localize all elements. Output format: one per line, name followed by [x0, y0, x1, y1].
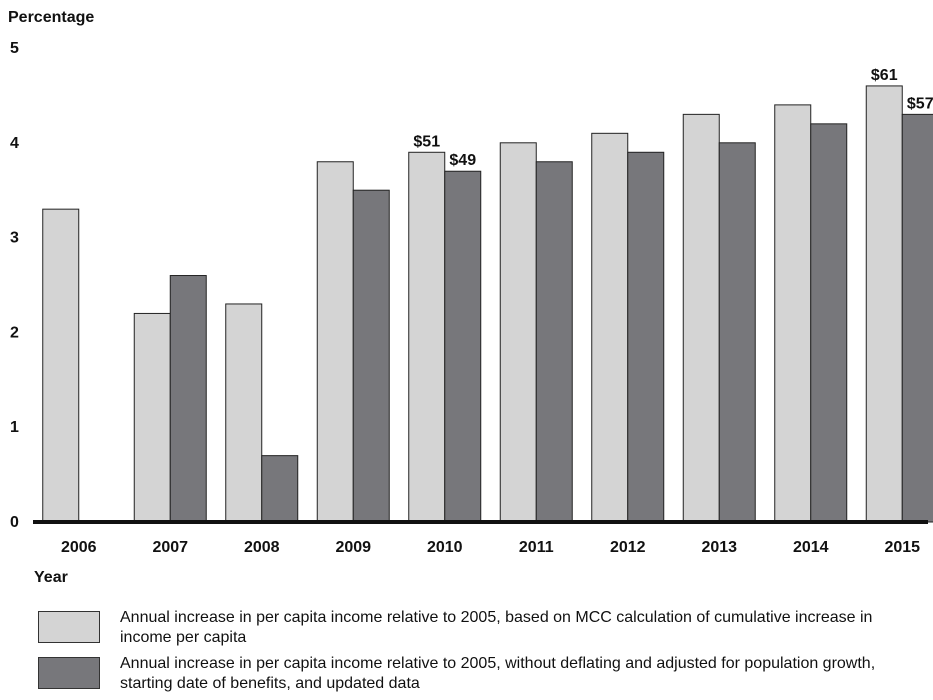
x-tick-label: 2015: [884, 539, 920, 556]
annotation-label: $49: [449, 152, 476, 169]
annotation-label: $61: [871, 67, 898, 84]
bar-2013-series-1: [682, 113, 720, 523]
annotation-label: $51: [413, 133, 440, 150]
x-tick-label: 2006: [61, 539, 97, 556]
x-tick-label: 2013: [701, 539, 737, 556]
x-tick-label: 2009: [335, 539, 371, 556]
x-axis-line: [33, 520, 928, 524]
bar-2012-series-1: [591, 132, 629, 523]
bar-2007-series-1: [133, 312, 171, 523]
y-tick-label: 2: [10, 324, 19, 341]
x-tick-label: 2007: [152, 539, 188, 556]
legend: Annual increase in per capita income rel…: [38, 608, 918, 700]
x-tick-label: 2008: [244, 539, 280, 556]
bars: [42, 85, 933, 523]
y-tick-labels: 0 1 2 3 4 5: [10, 40, 19, 531]
bar-2007-series-2: [169, 275, 207, 523]
y-axis-label: Percentage: [8, 9, 94, 26]
y-tick-label: 4: [10, 135, 19, 152]
y-tick-label: 0: [10, 514, 19, 531]
bar-2008-series-1: [225, 303, 263, 523]
bar-2010-series-1: [408, 151, 446, 523]
bar-2014-series-1: [774, 104, 812, 523]
x-tick-label: 2014: [793, 539, 829, 556]
legend-swatch-light: [38, 611, 100, 643]
annotation-label: $57: [907, 95, 933, 112]
legend-label-series-1: Annual increase in per capita income rel…: [120, 609, 873, 646]
bar-2006-series-1: [42, 208, 80, 523]
y-tick-label: 1: [10, 419, 19, 436]
bar-2015-series-2: [901, 113, 933, 523]
bar-2012-series-2: [627, 151, 665, 523]
bar-2011-series-1: [499, 142, 537, 523]
x-tick-label: 2011: [519, 539, 554, 556]
legend-swatch-dark: [38, 657, 100, 689]
bar-2008-series-2: [261, 455, 299, 523]
x-axis-label: Year: [34, 569, 68, 586]
x-tick-label: 2012: [610, 539, 646, 556]
legend-label-series-2: Annual increase in per capita income rel…: [120, 655, 876, 692]
y-tick-label: 3: [10, 230, 19, 247]
bar-2013-series-2: [718, 142, 756, 523]
bar-2009-series-1: [316, 161, 354, 523]
bar-2010-series-2: [444, 170, 482, 523]
bar-2009-series-2: [352, 189, 390, 523]
data-annotations: $51 $49 $61 $57: [413, 67, 933, 169]
bar-2011-series-2: [535, 161, 573, 523]
x-tick-labels: 2006 2007 2008 2009 2010 2011 2012 2013 2014 2015: [61, 539, 920, 556]
y-tick-label: 5: [10, 40, 19, 57]
legend-item-series-1: Annual increase in per capita income rel…: [38, 608, 918, 648]
bar-2015-series-1: [865, 85, 903, 523]
x-tick-label: 2010: [427, 539, 463, 556]
legend-item-series-2: Annual increase in per capita income rel…: [38, 654, 918, 694]
bar-2014-series-2: [810, 123, 848, 523]
